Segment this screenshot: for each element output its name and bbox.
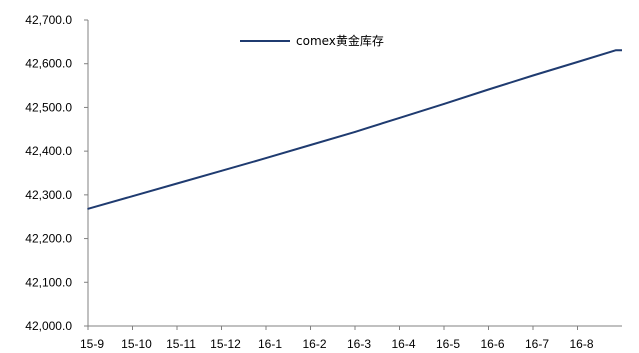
y-tick-label: 42,100.0 — [25, 275, 72, 289]
x-tick-label: 16-6 — [480, 337, 504, 351]
series-point — [398, 117, 401, 119]
series-point — [220, 170, 223, 172]
y-tick-label: 42,000.0 — [25, 319, 72, 333]
series-point — [265, 157, 267, 159]
series-point — [309, 144, 312, 146]
y-tick-label: 42,300.0 — [25, 188, 72, 202]
y-tick-label: 42,200.0 — [25, 232, 72, 246]
x-tick-label: 16-4 — [391, 337, 415, 351]
series-point — [354, 131, 356, 133]
x-tick-label: 16-7 — [525, 337, 549, 351]
legend: comex黄金库存 — [240, 33, 384, 48]
x-tick-label: 16-1 — [258, 337, 282, 351]
series-point — [131, 195, 134, 197]
series-point — [176, 182, 178, 185]
series-point — [576, 61, 579, 63]
x-tick-label: 16-5 — [436, 337, 460, 351]
series-point — [487, 88, 490, 91]
y-tick-label: 42,500.0 — [25, 100, 72, 114]
y-axis: 42,000.0 42,100.0 42,200.0 42,300.0 42,400.0… — [25, 13, 89, 333]
x-axis: 15-9 15-10 15-11 15-12 16-1 16-2 16-3 16-4 16-5 1… — [80, 325, 622, 351]
x-tick-label: 16-3 — [347, 337, 371, 351]
x-tick-label: 15-12 — [210, 337, 241, 351]
x-tick-label: 15-9 — [80, 337, 104, 351]
series-point — [443, 103, 445, 105]
legend-label: comex黄金库存 — [296, 33, 384, 48]
y-tick-label: 42,400.0 — [25, 144, 72, 158]
x-tick-label: 15-11 — [166, 337, 196, 351]
series-layer — [87, 49, 622, 210]
series-point — [532, 74, 534, 77]
x-tick-label: 16-2 — [302, 337, 326, 351]
y-tick-label: 42,600.0 — [25, 57, 72, 71]
series-point — [87, 208, 89, 210]
x-tick-label: 16-8 — [569, 337, 593, 351]
x-tick-label: 15-10 — [121, 337, 152, 351]
y-tick-label: 42,700.0 — [25, 13, 72, 27]
series-line — [87, 49, 622, 210]
